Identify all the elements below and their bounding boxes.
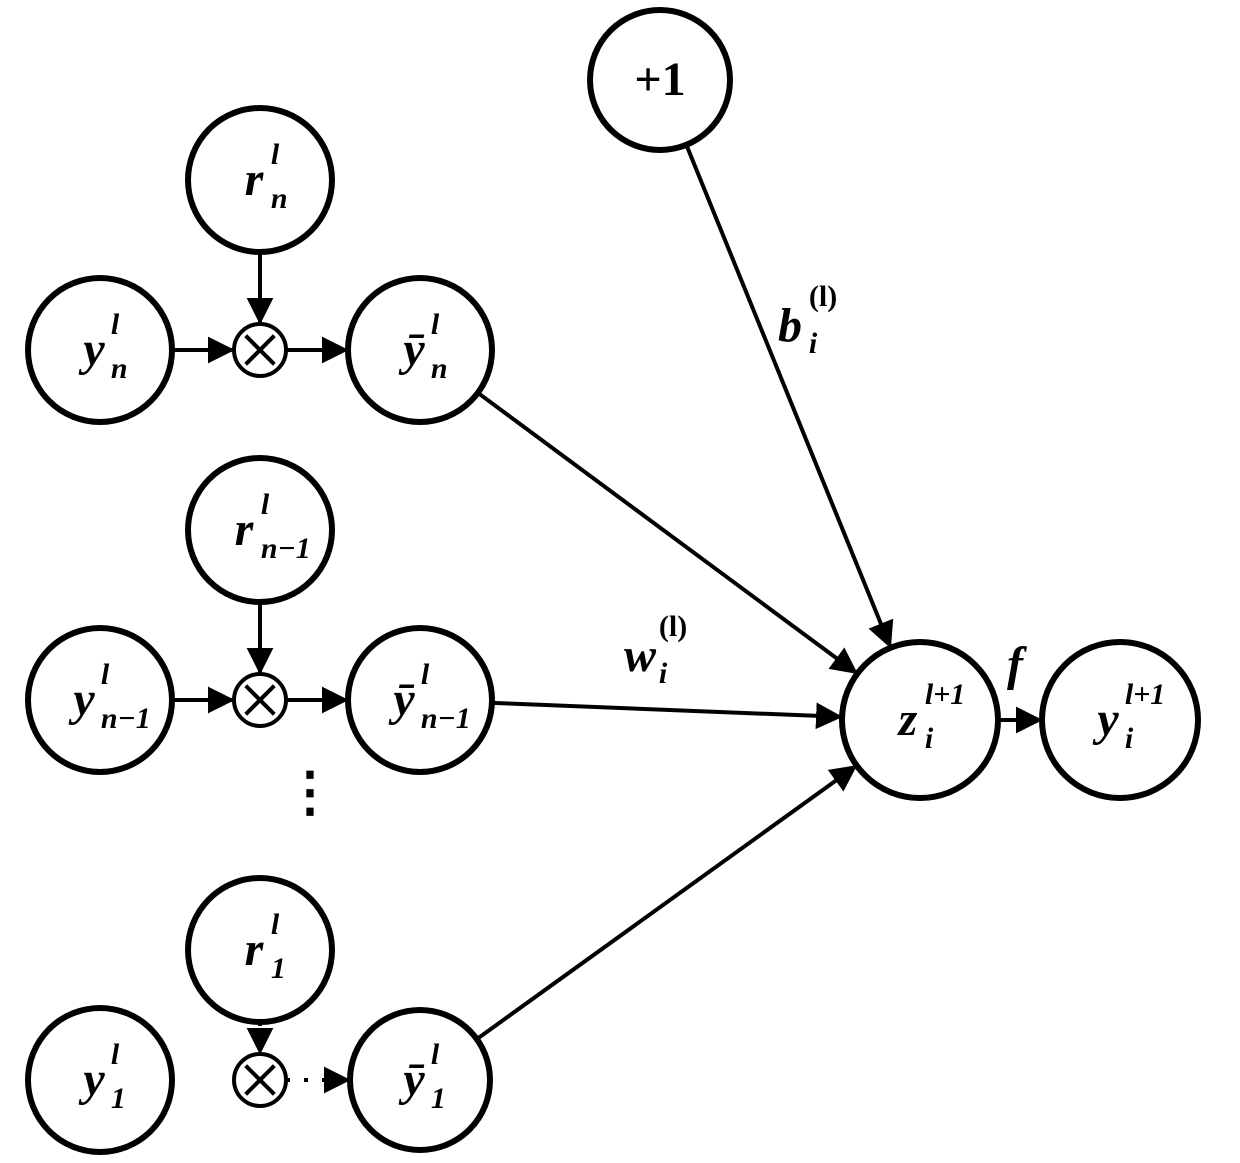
node-plus1: +1 bbox=[590, 10, 730, 150]
svg-text:l+1: l+1 bbox=[1125, 678, 1165, 711]
node-y_nm1: yl n−1 bbox=[28, 628, 172, 772]
node-r_1: rl 1 bbox=[188, 878, 332, 1022]
svg-text:l: l bbox=[261, 488, 270, 521]
vdots: ⋮ bbox=[283, 762, 337, 822]
svg-text:i: i bbox=[809, 327, 818, 360]
node-z: zl+1 i bbox=[842, 642, 998, 798]
svg-text:i: i bbox=[925, 722, 934, 755]
svg-text:l: l bbox=[421, 658, 430, 691]
svg-text:1: 1 bbox=[111, 1082, 126, 1115]
svg-text:+1: +1 bbox=[634, 53, 685, 106]
svg-text:l+1: l+1 bbox=[925, 678, 965, 711]
svg-text:n−1: n−1 bbox=[261, 532, 311, 565]
svg-text:i: i bbox=[659, 657, 668, 690]
svg-text:n: n bbox=[431, 352, 448, 385]
mult-node bbox=[234, 674, 286, 726]
svg-text:(l): (l) bbox=[809, 280, 837, 313]
node-yout: yl+1 i bbox=[1042, 642, 1198, 798]
svg-text:l: l bbox=[101, 658, 110, 691]
svg-text:n: n bbox=[111, 352, 128, 385]
mult-node bbox=[234, 1054, 286, 1106]
mult-node bbox=[234, 324, 286, 376]
node-y_1: yl 1 bbox=[28, 1008, 172, 1152]
svg-text:b: b bbox=[778, 299, 802, 352]
node-r_n: rln bbox=[188, 108, 332, 252]
svg-text:r: r bbox=[235, 503, 255, 556]
svg-text:y: y bbox=[78, 1053, 105, 1106]
edge bbox=[477, 767, 855, 1039]
svg-text:ȳ: ȳ bbox=[388, 673, 415, 726]
svg-text:y: y bbox=[68, 673, 95, 726]
svg-text:y: y bbox=[78, 323, 105, 376]
label-b: b(l) i bbox=[778, 280, 837, 360]
svg-text:n−1: n−1 bbox=[421, 702, 471, 735]
svg-text:n−1: n−1 bbox=[101, 702, 151, 735]
label-w: w(l) i bbox=[624, 610, 687, 690]
svg-text:r: r bbox=[245, 153, 265, 206]
node-r_nm1: rl n−1 bbox=[188, 458, 332, 602]
svg-text:l: l bbox=[271, 908, 280, 941]
svg-text:r: r bbox=[245, 923, 265, 976]
node-ybar_1: ȳl 1 bbox=[350, 1010, 490, 1150]
svg-text:z: z bbox=[897, 693, 918, 746]
svg-text:1: 1 bbox=[271, 952, 286, 985]
svg-text:l: l bbox=[111, 1038, 120, 1071]
svg-text:n: n bbox=[271, 182, 288, 215]
svg-text:ȳ: ȳ bbox=[398, 1053, 425, 1106]
edge bbox=[492, 703, 840, 717]
svg-text:i: i bbox=[1125, 722, 1134, 755]
node-ybar_nm1: ȳl n−1 bbox=[348, 628, 492, 772]
node-ybar_n: ȳln bbox=[348, 278, 492, 422]
svg-text:l: l bbox=[431, 308, 440, 341]
svg-text:l: l bbox=[431, 1038, 440, 1071]
svg-text:ȳ: ȳ bbox=[398, 323, 425, 376]
label-f: f bbox=[1007, 638, 1027, 691]
svg-text:l: l bbox=[271, 138, 280, 171]
svg-text:l: l bbox=[111, 308, 120, 341]
node-y_n: yln bbox=[28, 278, 172, 422]
svg-text:w: w bbox=[624, 629, 657, 682]
diagram-canvas: +1rlnylnȳlnrln−1yln−1ȳln−1rl1yl1ȳl1zl+1i… bbox=[0, 0, 1240, 1163]
svg-text:y: y bbox=[1092, 693, 1119, 746]
svg-text:(l): (l) bbox=[659, 610, 687, 643]
svg-text:1: 1 bbox=[431, 1082, 446, 1115]
